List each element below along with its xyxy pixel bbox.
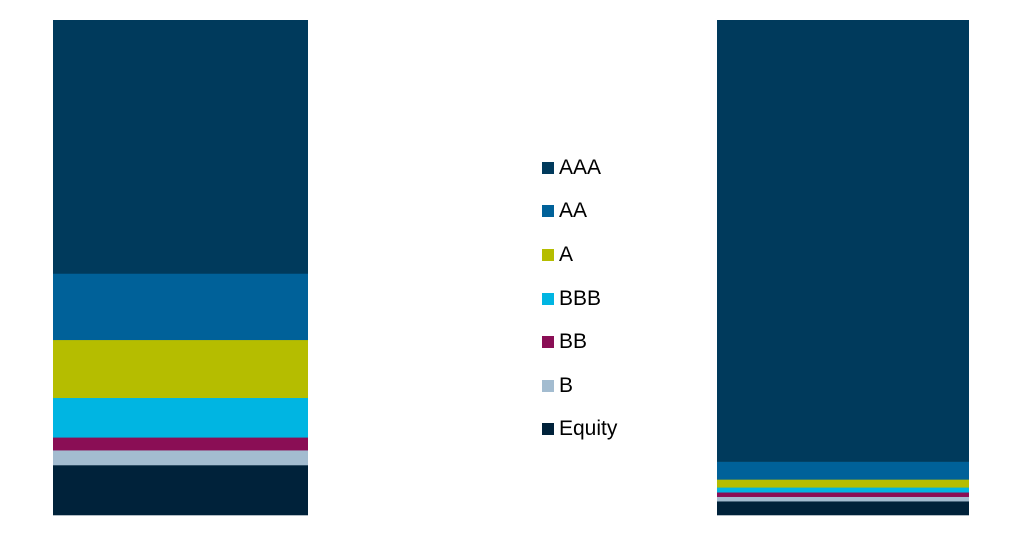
bar-segment-b [53, 450, 308, 466]
legend-label: AA [559, 199, 588, 223]
bar-segment-bb [717, 492, 969, 497]
legend-label: AAA [559, 155, 602, 179]
legend-swatch [542, 423, 554, 436]
legend-item-a: A [542, 233, 617, 277]
legend-swatch [542, 336, 554, 349]
bar-segment-aaa [53, 20, 308, 274]
legend-swatch [542, 205, 554, 218]
legend-swatch [542, 379, 554, 392]
bar-segment-equity [53, 465, 308, 516]
bar-segment-bbb [53, 397, 308, 438]
legend-label: Equity [559, 417, 618, 441]
legend-label: B [559, 373, 574, 397]
legend-item-b: B [542, 364, 617, 408]
bar-segment-bbb [717, 487, 969, 493]
bar-stack-2 [717, 20, 969, 516]
bar-stack-1 [53, 20, 308, 516]
legend-item-bbb: BBB [542, 277, 617, 321]
legend-swatch [542, 161, 554, 174]
legend-label: BB [559, 330, 588, 354]
bar-segment-b [717, 496, 969, 502]
legend-swatch [542, 248, 554, 261]
legend-label: BBB [559, 286, 602, 310]
bar-segment-aa [717, 461, 969, 480]
legend-item-bb: BB [542, 320, 617, 364]
bar-segment-equity [717, 501, 969, 516]
bar-segment-aa [53, 273, 308, 341]
chart-legend: AAA AA A BBB BB B Equity [542, 146, 617, 451]
bar-segment-a [717, 479, 969, 488]
legend-label: A [559, 242, 574, 266]
bar-segment-a [53, 339, 308, 398]
bar-segment-aaa [717, 20, 969, 462]
legend-item-aa: AA [542, 190, 617, 234]
legend-item-aaa: AAA [542, 146, 617, 190]
bar-segment-bb [53, 437, 308, 451]
legend-item-equity: Equity [542, 408, 617, 452]
legend-swatch [542, 292, 554, 305]
